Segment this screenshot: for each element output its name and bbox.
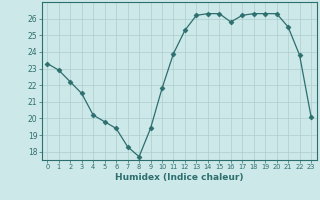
X-axis label: Humidex (Indice chaleur): Humidex (Indice chaleur): [115, 173, 244, 182]
